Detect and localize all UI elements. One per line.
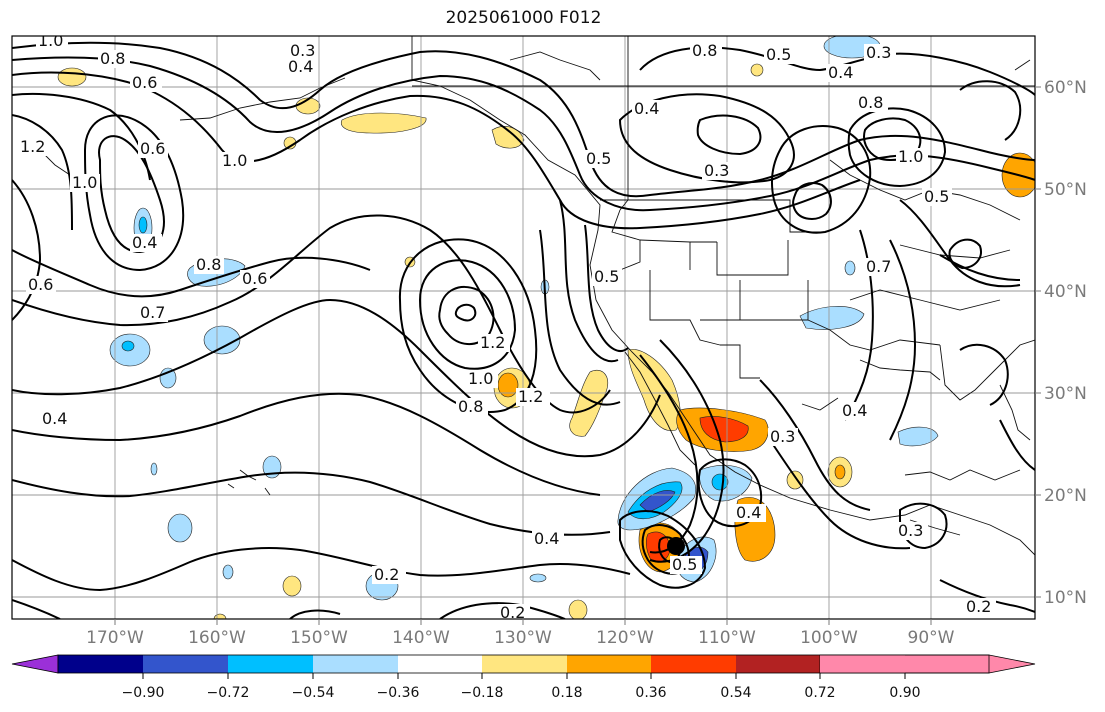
colorbar-segment bbox=[228, 655, 313, 673]
colorbar-tick-label: 0.54 bbox=[720, 685, 751, 701]
contour-label: 0.8 bbox=[100, 49, 125, 68]
colorbar-segment bbox=[820, 655, 905, 673]
colorbar-segment bbox=[143, 655, 228, 673]
lon-label: 140°W bbox=[392, 628, 450, 648]
colorbar-segment bbox=[398, 655, 482, 673]
contour-label: 0.8 bbox=[196, 255, 221, 274]
contour-label: 1.2 bbox=[480, 333, 505, 352]
lon-label: 90°W bbox=[908, 628, 955, 648]
colorbar-tick-label: 0.18 bbox=[551, 685, 582, 701]
lat-label: 30°N bbox=[1044, 384, 1087, 404]
lat-label: 20°N bbox=[1044, 486, 1087, 506]
lon-label: 120°W bbox=[596, 628, 654, 648]
colorbar-segment bbox=[58, 655, 143, 673]
contour-label: 0.7 bbox=[866, 257, 891, 276]
axis-ticks bbox=[114, 86, 1041, 625]
contour-label: 0.4 bbox=[288, 57, 313, 76]
contour-label: 0.3 bbox=[704, 161, 729, 180]
contour-label: 1.0 bbox=[72, 173, 97, 192]
colorbar-tick-label: 0.90 bbox=[889, 685, 920, 701]
colorbar-tick-label: 0.72 bbox=[804, 685, 835, 701]
lon-label: 130°W bbox=[494, 628, 552, 648]
contour-label: 0.4 bbox=[42, 409, 67, 428]
contour-label: 1.0 bbox=[898, 147, 923, 166]
contour-label: 1.0 bbox=[38, 31, 63, 50]
longitude-labels: 170°W 160°W 150°W 140°W 130°W 120°W 110°… bbox=[86, 628, 955, 648]
contour-label: 0.3 bbox=[770, 427, 795, 446]
contour-label: 0.4 bbox=[842, 401, 867, 420]
contour-label: 0.4 bbox=[132, 233, 157, 252]
colorbar-tick-label: −0.18 bbox=[461, 685, 504, 701]
colorbar-tick-label: −0.72 bbox=[207, 685, 250, 701]
contour-label: 0.6 bbox=[242, 269, 267, 288]
contour-label: 1.0 bbox=[222, 151, 247, 170]
contour-label: 0.6 bbox=[140, 139, 165, 158]
contour-label: 0.4 bbox=[736, 503, 761, 522]
colorbar-tick-label: 0.36 bbox=[635, 685, 666, 701]
latitude-labels: 60°N 50°N 40°N 30°N 20°N 10°N bbox=[1044, 78, 1087, 608]
contour-label: 1.2 bbox=[518, 387, 543, 406]
colorbar-segment bbox=[11, 654, 59, 674]
contour-label: 0.2 bbox=[966, 597, 991, 616]
colorbar-segment bbox=[567, 655, 651, 673]
contour-labels: 1.0 0.8 0.6 0.3 0.4 0.8 0.5 0.4 0.3 1.2 … bbox=[18, 31, 996, 622]
contour-label: 0.7 bbox=[140, 303, 165, 322]
map-title: 2025061000 F012 bbox=[445, 8, 602, 28]
contour-label: 0.2 bbox=[500, 603, 525, 622]
contour-label: 0.5 bbox=[594, 267, 619, 286]
lon-label: 170°W bbox=[86, 628, 144, 648]
contour-label: 0.2 bbox=[374, 565, 399, 584]
lat-label: 10°N bbox=[1044, 588, 1087, 608]
contour-label: 0.4 bbox=[534, 529, 559, 548]
lon-label: 150°W bbox=[290, 628, 348, 648]
contour-label: 0.5 bbox=[672, 555, 697, 574]
colorbar-segment bbox=[313, 655, 398, 673]
colorbar-segment bbox=[482, 655, 567, 673]
storm-center-marker bbox=[667, 537, 685, 555]
graticule bbox=[12, 36, 1035, 619]
colorbar-segment bbox=[736, 655, 820, 673]
contour-label: 0.5 bbox=[586, 149, 611, 168]
map-plot-area: 1.0 0.8 0.6 0.3 0.4 0.8 0.5 0.4 0.3 1.2 … bbox=[12, 31, 1035, 622]
lon-label: 100°W bbox=[800, 628, 858, 648]
contour-label: 0.8 bbox=[458, 397, 483, 416]
contour-label: 1.0 bbox=[468, 369, 493, 388]
contour-label: 0.6 bbox=[28, 275, 53, 294]
colorbar-tick-label: −0.90 bbox=[122, 685, 165, 701]
contour-label: 0.4 bbox=[828, 63, 853, 82]
lat-label: 50°N bbox=[1044, 180, 1087, 200]
lat-label: 60°N bbox=[1044, 78, 1087, 98]
contour-label: 0.5 bbox=[766, 45, 791, 64]
contour-label: 1.2 bbox=[20, 137, 45, 156]
lat-label: 40°N bbox=[1044, 282, 1087, 302]
colorbar-tick-label: −0.54 bbox=[292, 685, 335, 701]
contour-label: 0.3 bbox=[898, 521, 923, 540]
contour-label: 0.3 bbox=[290, 41, 315, 60]
colorbar-tick-label: −0.36 bbox=[377, 685, 420, 701]
colorbar-segment bbox=[651, 655, 736, 673]
colorbar: −0.90 −0.72 −0.54 −0.36 −0.18 0.18 0.36 … bbox=[11, 654, 1036, 701]
contour-label: 0.5 bbox=[924, 187, 949, 206]
contour-label: 0.6 bbox=[132, 73, 157, 92]
contour-label: 0.4 bbox=[634, 99, 659, 118]
contour-label: 0.8 bbox=[692, 41, 717, 60]
contour-label: 0.8 bbox=[858, 93, 883, 112]
lon-label: 110°W bbox=[698, 628, 756, 648]
contour-label: 0.3 bbox=[866, 43, 891, 62]
lon-label: 160°W bbox=[188, 628, 246, 648]
